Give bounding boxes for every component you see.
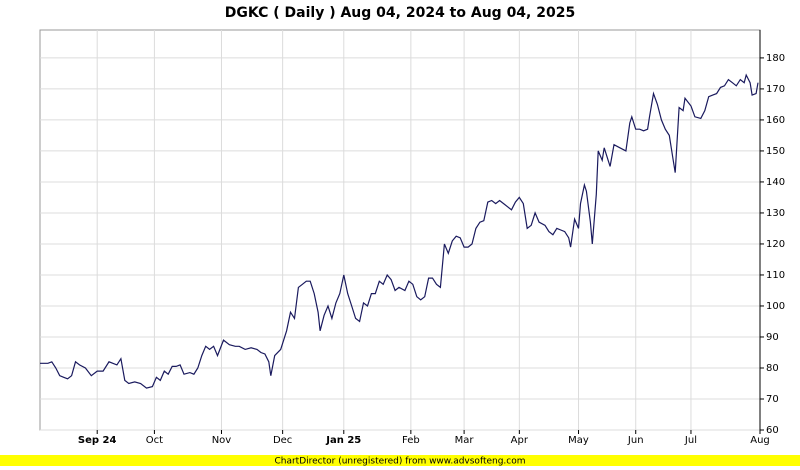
y-tick-label: 90 <box>766 332 779 343</box>
y-tick-label: 140 <box>766 177 785 188</box>
x-tick-label: Sep 24 <box>78 435 117 446</box>
y-tick-label: 80 <box>766 363 779 374</box>
footer-bar <box>0 455 800 466</box>
x-tick-label: Jun <box>627 435 644 446</box>
y-tick-label: 70 <box>766 394 779 405</box>
x-tick-label: Apr <box>511 435 529 446</box>
x-tick-label: Jul <box>684 435 697 446</box>
x-tick-label: Mar <box>455 435 475 446</box>
x-tick-label: Feb <box>402 435 420 446</box>
y-tick-label: 130 <box>766 208 785 219</box>
footer: ChartDirector (unregistered) from www.ad… <box>274 457 525 467</box>
y-tick-label: 120 <box>766 239 785 250</box>
x-tick-label: Aug <box>750 435 770 446</box>
y-tick-label: 160 <box>766 115 785 126</box>
y-tick-label: 100 <box>766 301 785 312</box>
y-tick-label: 170 <box>766 84 785 95</box>
y-tick-label: 180 <box>766 53 785 64</box>
plot-area <box>39 29 761 431</box>
x-tick-label: Jan 25 <box>325 435 361 446</box>
price-line <box>40 73 759 389</box>
x-tick-label: May <box>568 435 589 446</box>
y-tick-label: 150 <box>766 146 785 157</box>
x-tick-label: Dec <box>273 435 292 446</box>
y-tick-label: 110 <box>766 270 785 281</box>
x-tick-label: Oct <box>146 435 163 446</box>
x-tick-label: Nov <box>212 435 232 446</box>
chart-title: DGKC ( Daily ) Aug 04, 2024 to Aug 04, 2… <box>225 5 575 21</box>
y-tick-label: 60 <box>766 425 779 436</box>
